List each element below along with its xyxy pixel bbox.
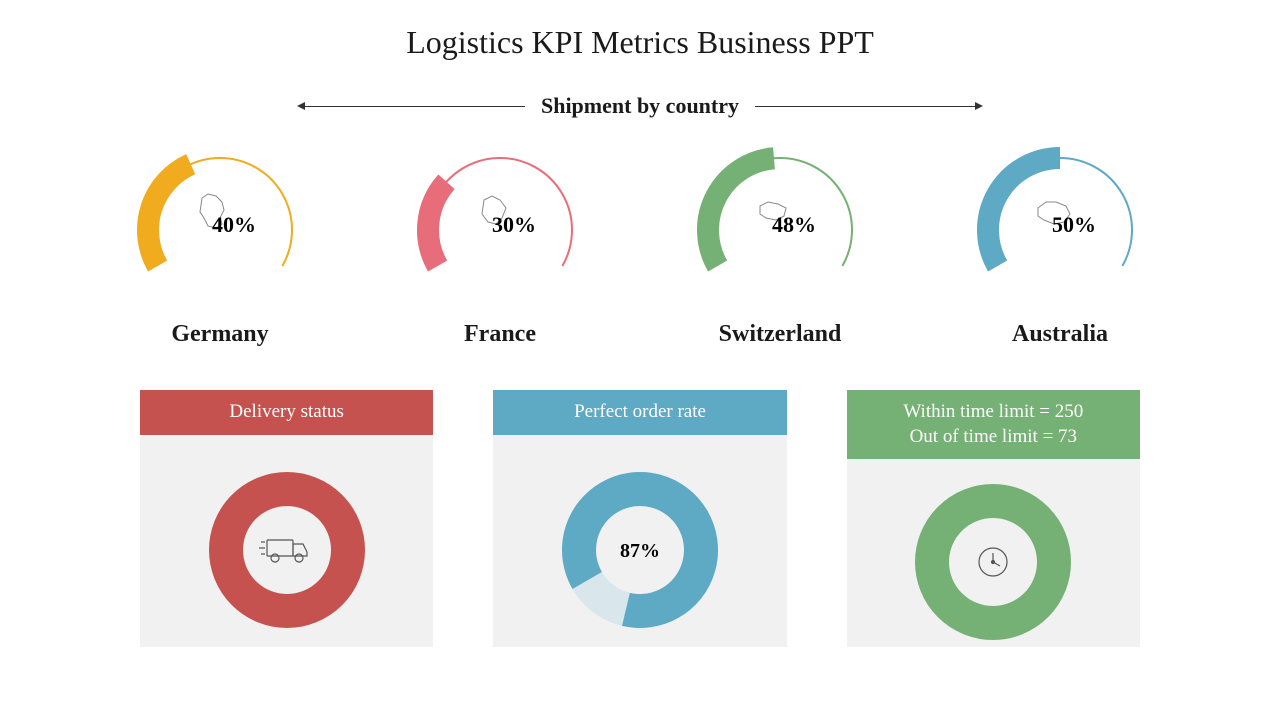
country-label-australia: Australia [1012,321,1108,348]
gauge-switzerland: 48% Switzerland [660,135,900,348]
section-header: Shipment by country [0,93,1280,119]
donut-center-text: 87% [620,540,660,562]
card-body: 87% [493,435,786,648]
card-header: Within time limit = 250Out of time limit… [847,390,1140,459]
kpi-card-2: Within time limit = 250Out of time limit… [847,390,1140,647]
gauge-pct-label: 40% [212,212,256,237]
card-header: Perfect order rate [493,390,786,435]
donut-chart [202,465,372,635]
gauge-germany: 40% Germany [100,135,340,348]
gauge-australia: 50% Australia [940,135,1180,348]
gauge-pct-label: 48% [772,212,816,237]
section-label: Shipment by country [541,93,739,119]
kpi-card-0: Delivery status [140,390,433,647]
gauge-arc-australia: 50% [960,135,1160,285]
gauge-arc-germany: 40% [120,135,320,285]
gauge-france: 30% France [380,135,620,348]
country-label-france: France [464,321,536,348]
arrow-left [305,106,525,107]
country-label-germany: Germany [171,321,268,348]
donut-chart: 87% [555,465,725,635]
card-header-line: Delivery status [148,400,425,425]
gauge-arc-france: 30% [400,135,600,285]
arrow-right [755,106,975,107]
clock-icon [979,548,1007,576]
gauge-pct-label: 50% [1052,212,1096,237]
card-header-line: Perfect order rate [501,400,778,425]
page-title: Logistics KPI Metrics Business PPT [0,0,1280,61]
kpi-card-1: Perfect order rate 87% [493,390,786,647]
country-label-switzerland: Switzerland [719,321,842,348]
card-body [140,435,433,648]
cards-row: Delivery status Perfect order rate [0,348,1280,647]
gauge-pct-label: 30% [492,212,536,237]
gauge-arc-switzerland: 48% [680,135,880,285]
truck-icon [259,540,307,562]
donut-chart [908,477,1078,647]
card-header: Delivery status [140,390,433,435]
card-body [847,459,1140,647]
gauges-row: 40% Germany 30% France 48% Switzerland [0,119,1280,348]
card-header-line: Out of time limit = 73 [855,425,1132,450]
card-header-line: Within time limit = 250 [855,400,1132,425]
